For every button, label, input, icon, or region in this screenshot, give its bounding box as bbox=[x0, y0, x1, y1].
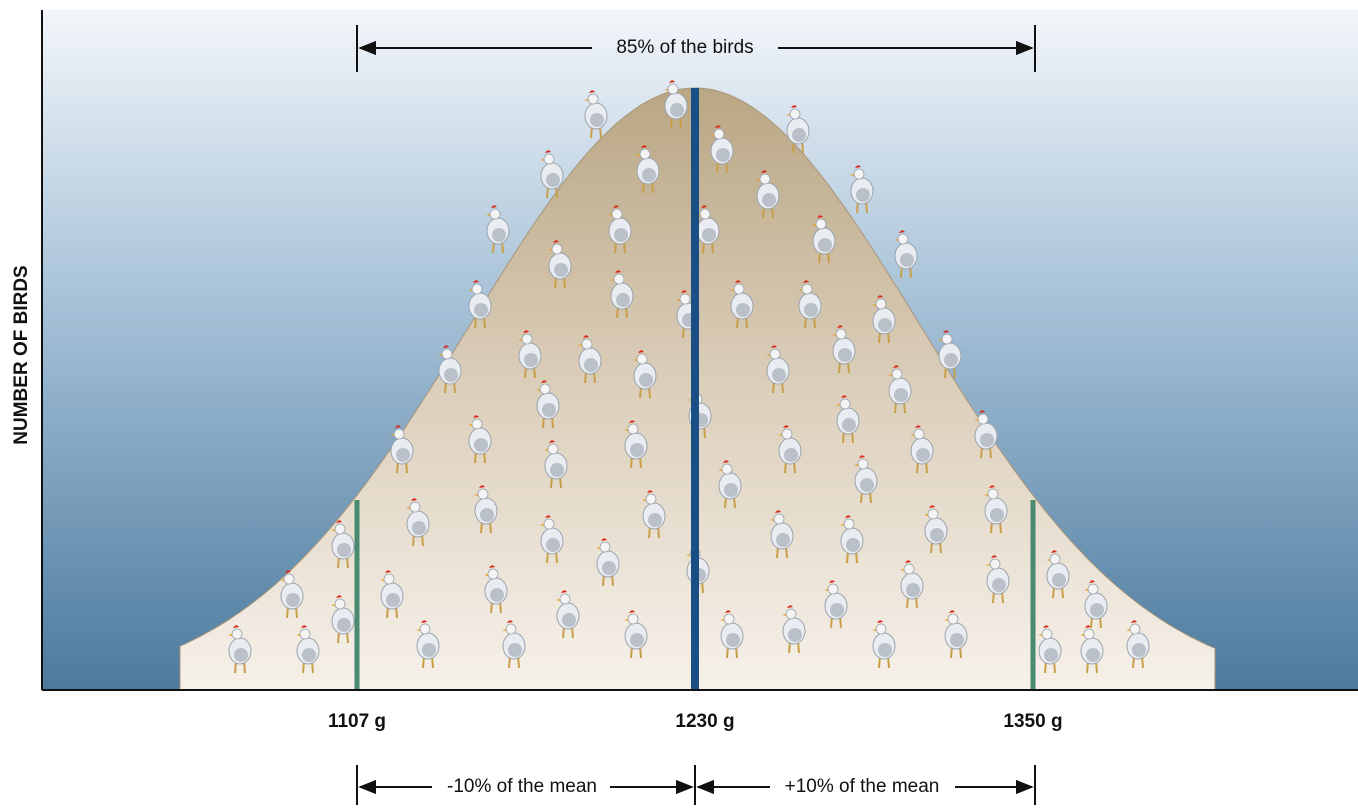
span-label: -10% of the mean bbox=[447, 776, 597, 797]
y-axis-label: NUMBER OF BIRDS bbox=[11, 265, 32, 444]
diagram: NUMBER OF BIRDS 85% of the birds 1107 g … bbox=[0, 0, 1358, 805]
span-label: +10% of the mean bbox=[785, 776, 940, 797]
x-label: 1350 g bbox=[1003, 711, 1062, 732]
span-label: 85% of the birds bbox=[616, 37, 753, 58]
x-label: 1107 g bbox=[328, 711, 386, 732]
x-label: 1230 g bbox=[675, 711, 734, 732]
